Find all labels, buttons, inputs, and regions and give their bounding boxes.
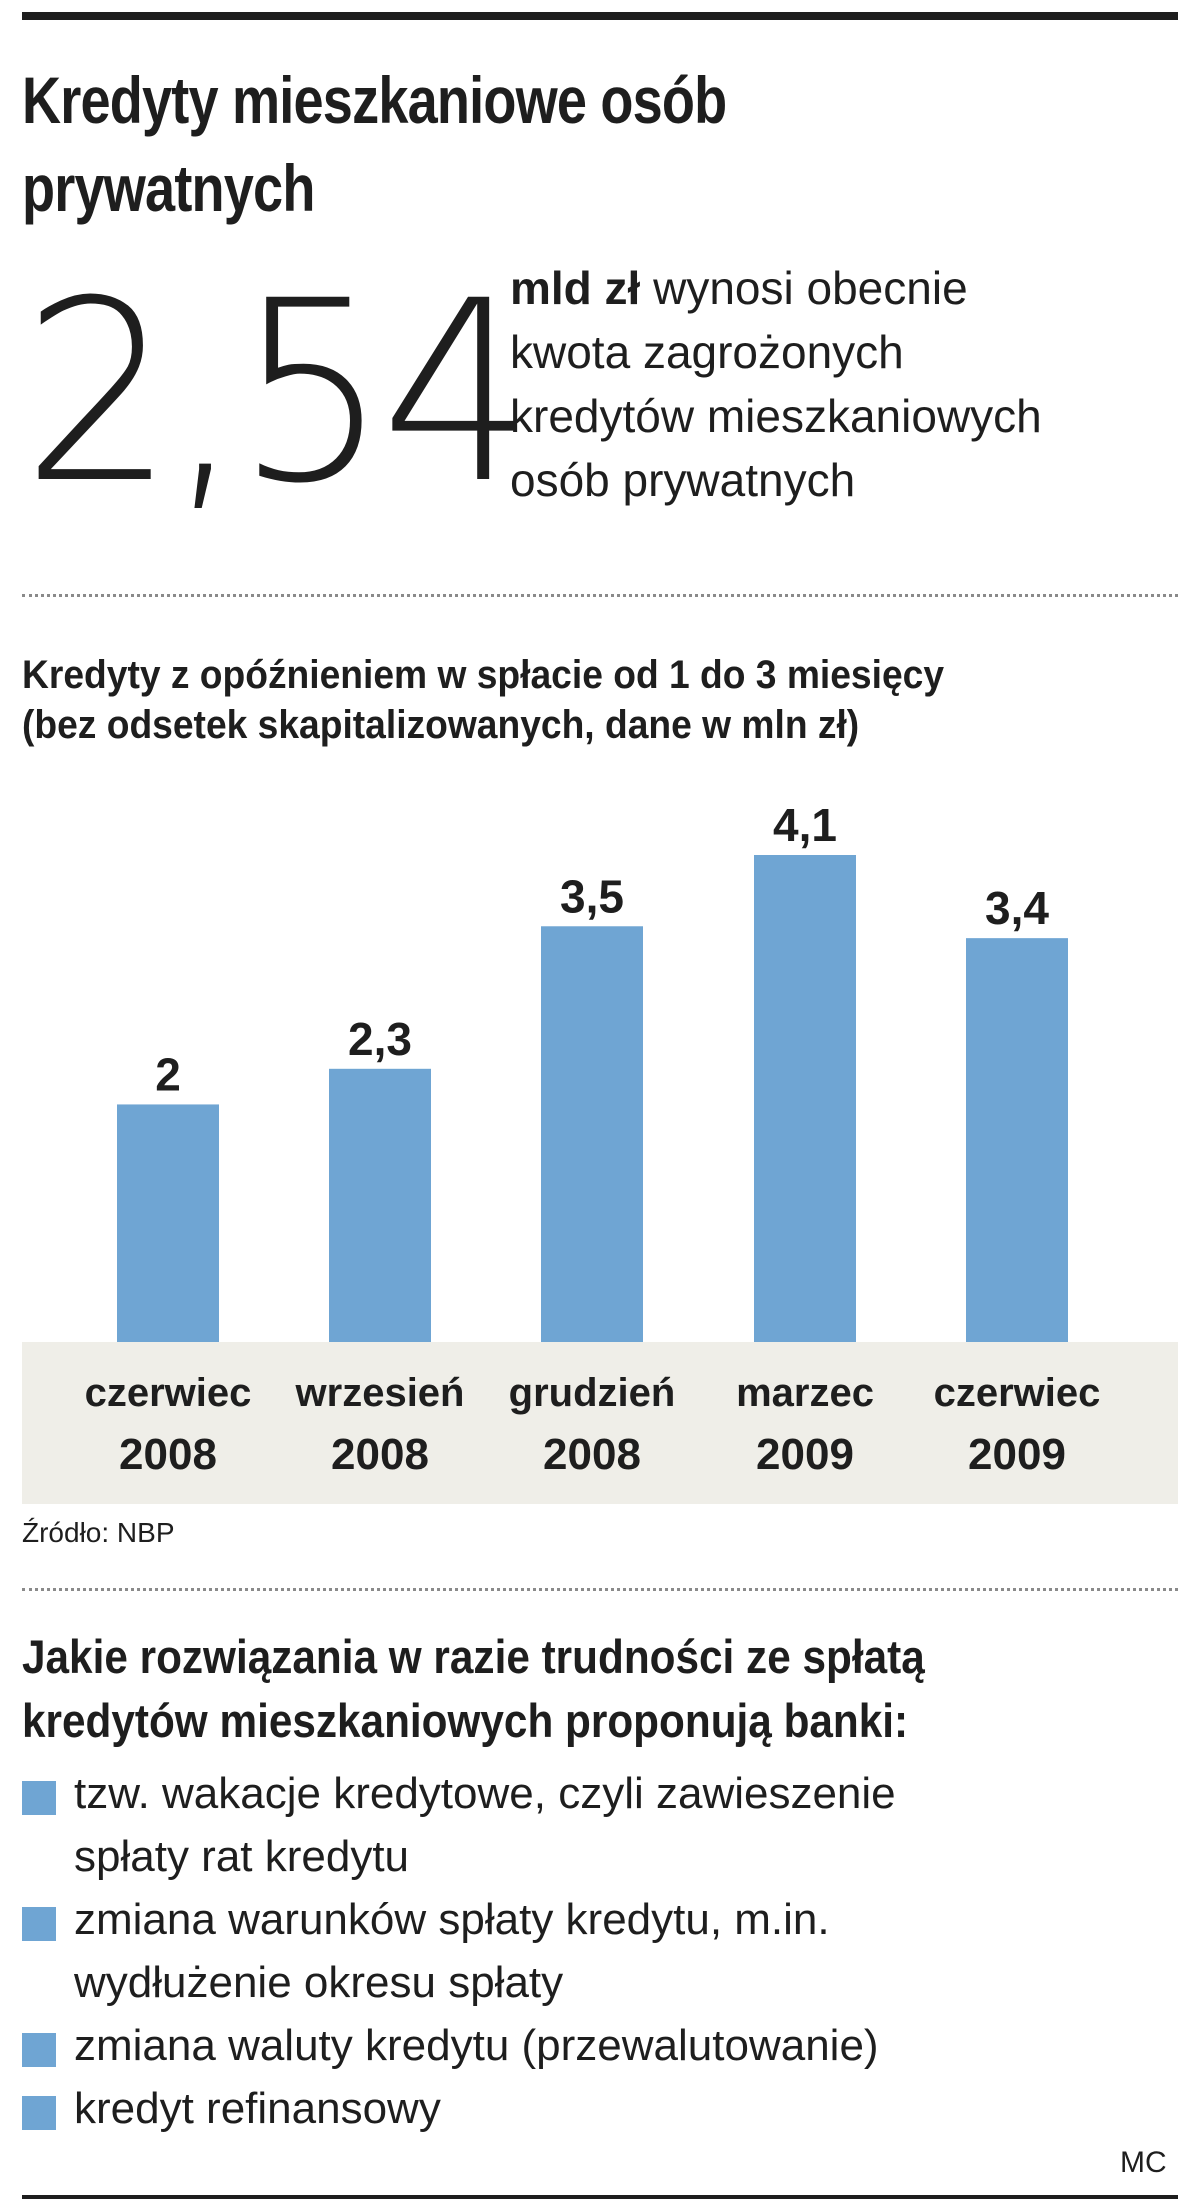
chart-title: Kredyty z opóźnieniem w spłacie od 1 do … xyxy=(22,653,945,697)
bar-value-label-4: 4,1 xyxy=(773,799,837,851)
category-label-4-line-2: 2009 xyxy=(756,1430,854,1479)
bar-value-label-5: 3,4 xyxy=(985,882,1049,934)
highlight-text-line-1: wynosi obecnie xyxy=(653,262,968,314)
solution-item-1-line-2: spłaty rat kredytu xyxy=(74,1832,410,1881)
solutions-list: tzw. wakacje kredytowe, czyli zawieszeni… xyxy=(22,1762,1178,2140)
highlight-unit: mld zł xyxy=(510,262,641,314)
chart-title-block: Kredyty z opóźnieniem w spłacie od 1 do … xyxy=(22,650,1138,750)
category-label-2: wrzesień 2008 xyxy=(270,1362,490,1486)
separator-2 xyxy=(22,1588,1178,1591)
category-label-4-line-1: marzec xyxy=(736,1371,874,1415)
solution-item-3-line-1: zmiana waluty kredytu (przewalutowanie) xyxy=(74,2021,879,2070)
highlight-text-line-4: osób prywatnych xyxy=(510,454,856,506)
bar-2 xyxy=(329,1068,431,1342)
bar-value-label-1: 2 xyxy=(155,1048,181,1100)
highlight-value: 2,54 xyxy=(22,247,533,538)
category-label-2-line-1: wrzesień xyxy=(295,1371,465,1415)
highlight-description: mld zł wynosi obecnie kwota zagrożonych … xyxy=(510,256,1190,512)
square-bullet-icon xyxy=(22,2033,56,2067)
solution-item-2-line-2: wydłużenie okresu spłaty xyxy=(74,1958,564,2007)
solutions-title-line-2: kredytów mieszkaniowych proponują banki: xyxy=(22,1694,909,1747)
solution-item-1-line-1: tzw. wakacje kredytowe, czyli zawieszeni… xyxy=(74,1769,896,1818)
solution-item-3: zmiana waluty kredytu (przewalutowanie) xyxy=(22,2014,1178,2077)
category-label-5-line-1: czerwiec xyxy=(933,1371,1101,1415)
solution-item-4-line-1: kredyt refinansowy xyxy=(74,2084,441,2133)
solution-item-4: kredyt refinansowy xyxy=(22,2077,1178,2140)
category-label-5: czerwiec 2009 xyxy=(907,1362,1127,1486)
top-rule xyxy=(22,12,1178,20)
page-title: Kredyty mieszkaniowe osób prywatnych xyxy=(22,56,842,232)
square-bullet-icon xyxy=(22,2096,56,2130)
category-label-3-line-2: 2008 xyxy=(543,1430,641,1479)
category-label-2-line-2: 2008 xyxy=(331,1430,429,1479)
bar-value-label-2: 2,3 xyxy=(348,1013,412,1065)
bar-4 xyxy=(754,855,856,1342)
separator-1 xyxy=(22,594,1178,597)
category-label-1-line-2: 2008 xyxy=(119,1430,217,1479)
solutions-title: Jakie rozwiązania w razie trudności ze s… xyxy=(22,1625,1102,1753)
source-note: Źródło: NBP xyxy=(22,1517,175,1548)
highlight-text-line-3: kredytów mieszkaniowych xyxy=(510,390,1042,442)
category-label-3-line-1: grudzień xyxy=(508,1371,676,1415)
category-label-5-line-2: 2009 xyxy=(968,1430,1066,1479)
bar-value-label-3: 3,5 xyxy=(560,870,624,922)
category-label-3: grudzień 2008 xyxy=(482,1362,702,1486)
category-label-1-line-1: czerwiec xyxy=(84,1371,252,1415)
highlight-text-line-2: kwota zagrożonych xyxy=(510,326,904,378)
category-axis-band xyxy=(22,1342,1178,1504)
bottom-rule xyxy=(22,2195,1178,2199)
solution-item-2: zmiana warunków spłaty kredytu, m.in. wyd… xyxy=(22,1888,1178,2014)
bar-1 xyxy=(117,1104,219,1342)
bar-5 xyxy=(966,938,1068,1342)
bar-chart: 2 2,3 3,5 4,1 3,4 xyxy=(117,799,1068,1342)
page-title-line-1: Kredyty mieszkaniowe osób xyxy=(22,63,727,137)
category-label-1: czerwiec 2008 xyxy=(58,1362,278,1486)
author-credit: MC xyxy=(1120,2146,1167,2179)
page-title-line-2: prywatnych xyxy=(22,151,315,225)
solution-item-1: tzw. wakacje kredytowe, czyli zawieszeni… xyxy=(22,1762,1178,1888)
solutions-title-line-1: Jakie rozwiązania w razie trudności ze s… xyxy=(22,1630,925,1683)
square-bullet-icon xyxy=(22,1907,56,1941)
square-bullet-icon xyxy=(22,1781,56,1815)
chart-subtitle: (bez odsetek skapitalizowanych, dane w m… xyxy=(22,703,860,747)
solution-item-2-line-1: zmiana warunków spłaty kredytu, m.in. xyxy=(74,1895,830,1944)
category-label-4: marzec 2009 xyxy=(695,1362,915,1486)
bar-3 xyxy=(541,926,643,1342)
